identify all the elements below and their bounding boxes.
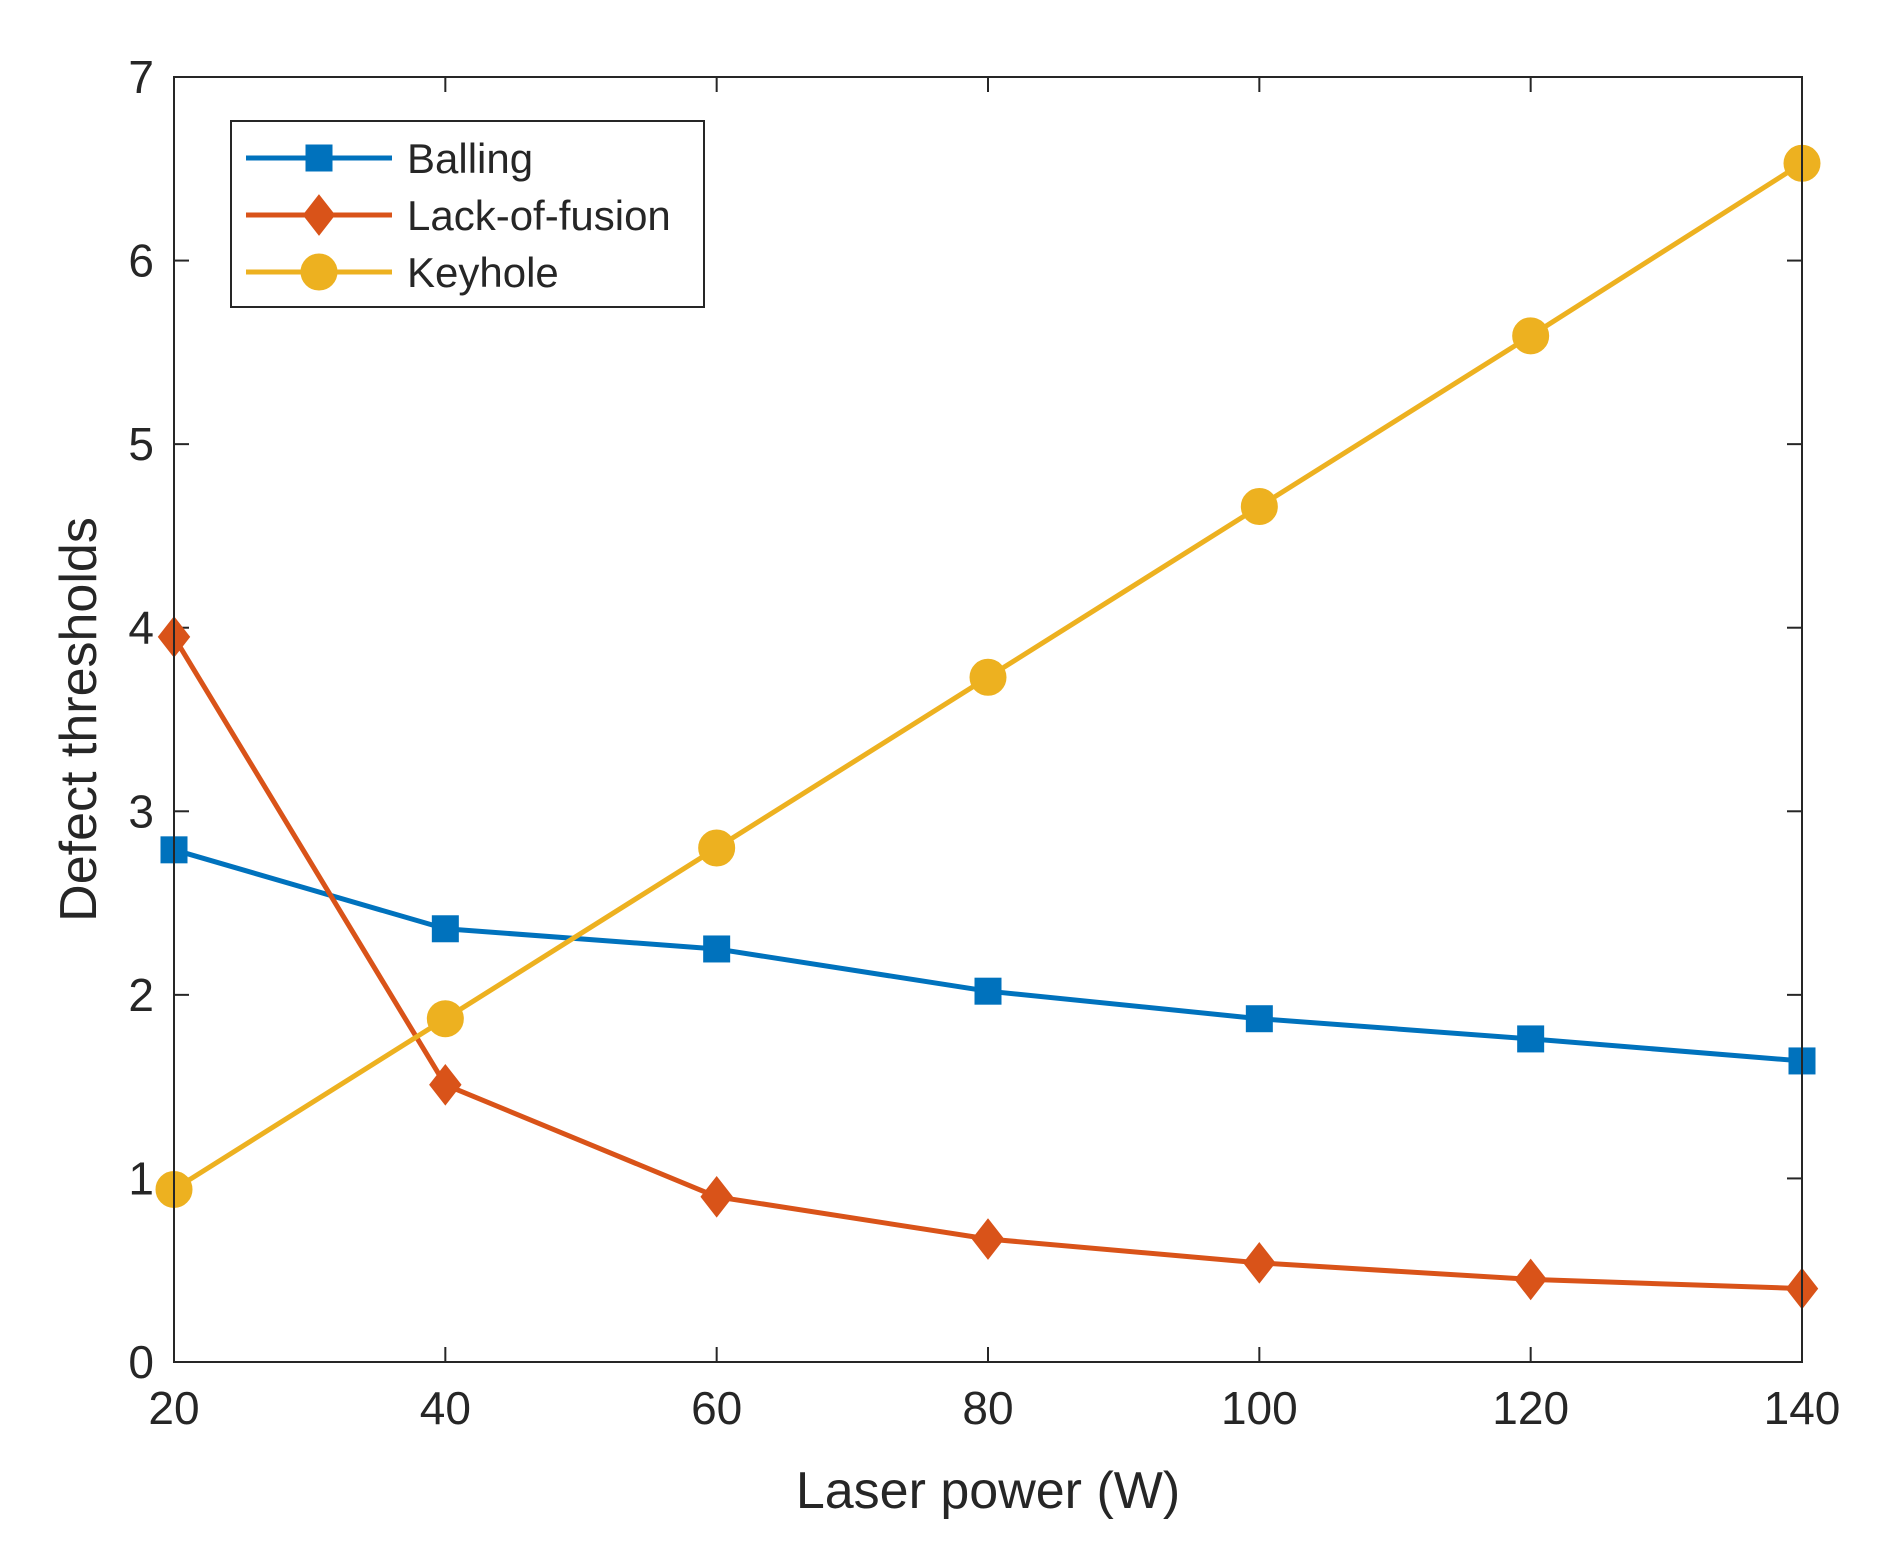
data-point-keyhole	[1240, 488, 1278, 526]
y-tick-label: 1	[128, 1152, 154, 1204]
y-tick-label: 3	[128, 785, 154, 837]
legend-label: Keyhole	[407, 249, 559, 296]
data-point-lack-of-fusion	[700, 1175, 733, 1218]
legend-swatch-marker	[300, 253, 338, 291]
y-tick-label: 0	[128, 1336, 154, 1388]
x-tick-label: 140	[1764, 1382, 1841, 1434]
data-point-lack-of-fusion	[1514, 1258, 1547, 1301]
data-point-keyhole	[426, 1000, 464, 1038]
legend-entry-keyhole: Keyhole	[246, 249, 559, 296]
y-axis-label: Defect thresholds	[50, 517, 108, 922]
y-tick-label: 4	[128, 602, 154, 654]
data-point-keyhole	[1512, 317, 1550, 355]
legend: Balling Lack-of-fusion Keyhole	[230, 120, 705, 308]
data-point-lack-of-fusion	[1243, 1242, 1276, 1284]
x-tick-label: 120	[1492, 1382, 1569, 1434]
x-tick-label: 80	[962, 1382, 1013, 1434]
series-lack-of-fusion	[157, 616, 1819, 1310]
data-point-keyhole	[969, 658, 1007, 696]
legend-label: Lack-of-fusion	[407, 192, 671, 239]
legend-swatch-marker	[302, 194, 336, 236]
legend-entry-lack-of-fusion: Lack-of-fusion	[246, 192, 671, 239]
data-point-balling	[703, 935, 731, 963]
legend-swatch-marker	[305, 144, 333, 172]
y-tick-label: 2	[128, 969, 154, 1021]
y-tick-labels: 0 1 2 3 4 5 6 7	[128, 51, 154, 1388]
x-tick-label: 60	[691, 1382, 742, 1434]
y-tick-label: 7	[128, 51, 154, 103]
x-tick-label: 40	[420, 1382, 471, 1434]
data-point-keyhole	[698, 829, 736, 867]
data-point-balling	[431, 915, 459, 943]
x-tick-labels: 20 40 60 80 100 120 140	[148, 1382, 1840, 1434]
legend-entry-balling: Balling	[246, 135, 533, 182]
data-point-lack-of-fusion	[429, 1063, 462, 1106]
y-tick-label: 5	[128, 418, 154, 470]
plot-frame	[173, 76, 1803, 1363]
data-point-balling	[1245, 1005, 1273, 1033]
x-tick-label: 20	[148, 1382, 199, 1434]
y-tick-label: 6	[128, 235, 154, 287]
series-layer	[155, 144, 1821, 1310]
data-point-balling	[974, 977, 1002, 1005]
legend-label: Balling	[407, 135, 533, 182]
x-tick-label: 100	[1221, 1382, 1298, 1434]
x-axis-label: Laser power (W)	[796, 1462, 1180, 1520]
data-point-lack-of-fusion	[971, 1218, 1005, 1260]
data-point-balling	[1517, 1025, 1545, 1053]
